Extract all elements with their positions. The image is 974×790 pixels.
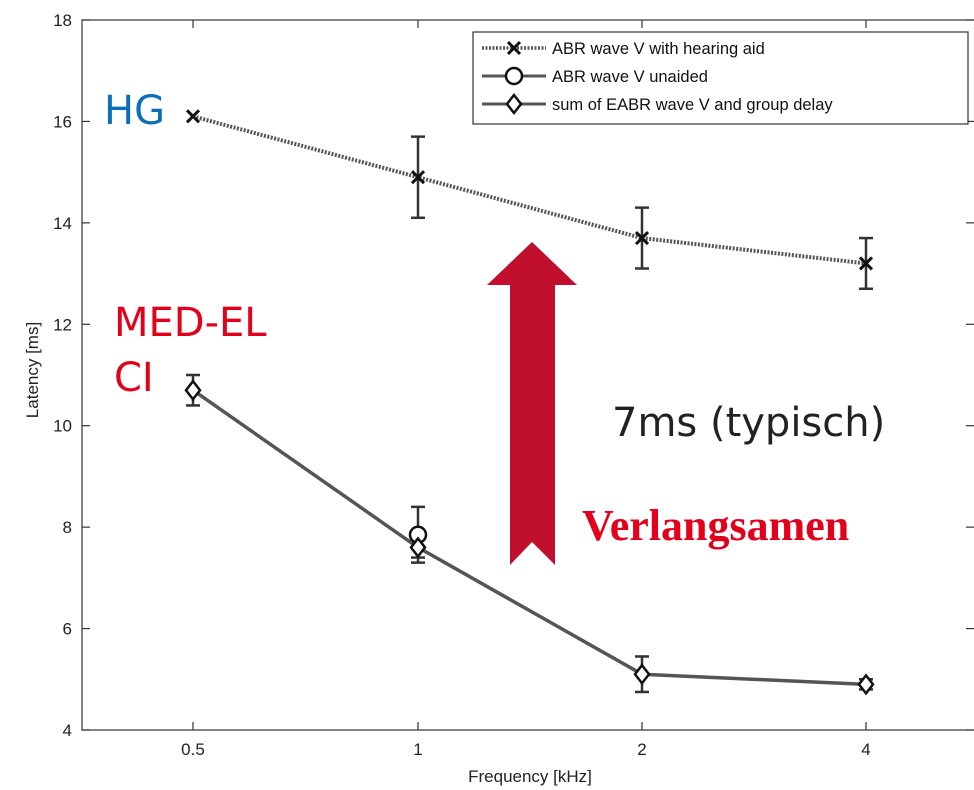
y-tick-label: 18	[53, 11, 72, 30]
plot-border	[81, 19, 974, 731]
x-axis-title: Frequency [kHz]	[468, 767, 592, 786]
up-arrow-shape	[487, 242, 577, 565]
legend-box	[472, 31, 969, 125]
y-tick-label: 4	[63, 721, 72, 740]
annotation-delay: 7ms (typisch)	[612, 400, 886, 446]
series-markers	[184, 109, 875, 696]
x-marker	[634, 231, 650, 246]
circle-marker	[504, 66, 524, 86]
x-tick-label: 4	[861, 740, 870, 759]
diamond-marker	[409, 536, 427, 559]
series-line-1	[192, 114, 867, 266]
legend: ABR wave V with hearing aid ABR wave V un…	[472, 31, 969, 125]
x-marker	[185, 109, 201, 124]
x-tick-label: 2	[637, 740, 646, 759]
y-tick-label: 10	[53, 417, 72, 436]
x-tick-label: 1	[413, 740, 422, 759]
annotation-medel: MED-EL	[114, 300, 267, 346]
y-tick-label: 16	[53, 112, 72, 131]
latency-arrow	[487, 242, 577, 565]
series-lines	[191, 114, 867, 687]
y-tick-label: 8	[63, 518, 72, 537]
legend-entry: sum of EABR wave V and group delay	[552, 96, 833, 114]
legend-entry: ABR wave V with hearing aid	[552, 40, 765, 58]
legend-entry: ABR wave V unaided	[552, 68, 708, 86]
annotation-slowdown: Verlangsamen	[582, 501, 850, 550]
series-line-3	[191, 388, 867, 687]
y-axis-title: Latency [ms]	[23, 322, 42, 418]
diamond-marker	[857, 673, 875, 696]
y-tick-label: 14	[53, 214, 72, 233]
diamond-marker	[184, 379, 202, 402]
annotation-ci: CI	[114, 355, 154, 401]
x-marker	[858, 256, 874, 271]
x-tick-label: 0.5	[181, 740, 205, 759]
diamond-marker	[633, 663, 651, 686]
x-marker	[506, 40, 522, 56]
annotation-hg: HG	[104, 88, 166, 134]
y-tick-label: 12	[53, 315, 72, 334]
diamond-marker	[505, 92, 523, 116]
x-marker	[410, 170, 426, 185]
y-tick-label: 6	[63, 620, 72, 639]
plot-frame	[81, 19, 974, 731]
